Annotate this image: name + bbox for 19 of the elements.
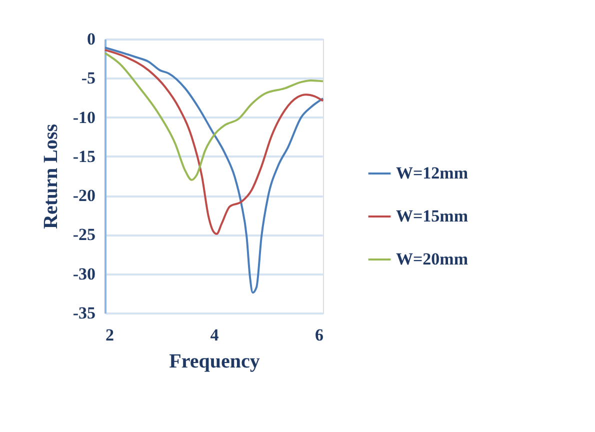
line-series — [104, 46, 324, 294]
line-series — [104, 48, 324, 235]
y-tick-label: -10 — [72, 108, 96, 127]
y-axis-title: Return Loss — [40, 124, 62, 230]
legend-label: W=12mm — [396, 164, 468, 182]
legend-label: W=20mm — [396, 250, 468, 268]
y-tick-label: -25 — [72, 225, 96, 244]
y-tick-label: 0 — [87, 30, 96, 48]
y-tick-label: -30 — [72, 264, 96, 284]
line-series — [104, 52, 324, 181]
y-tick-label: -15 — [72, 146, 96, 166]
y-tick-label: -35 — [72, 304, 96, 322]
legend-label: W=15mm — [396, 206, 468, 226]
x-tick-label: 4 — [210, 326, 220, 344]
y-tick-label: -5 — [81, 68, 96, 88]
x-tick-label: 2 — [106, 326, 114, 344]
x-tick-label: 6 — [315, 326, 324, 344]
y-tick-label: -20 — [72, 186, 96, 206]
x-axis-title: Frequency — [169, 350, 260, 372]
